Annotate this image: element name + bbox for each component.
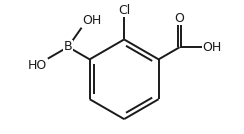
Text: Cl: Cl	[118, 4, 130, 17]
Text: HO: HO	[28, 59, 47, 72]
Text: OH: OH	[82, 14, 102, 27]
Text: B: B	[64, 40, 72, 53]
Text: OH: OH	[202, 41, 222, 54]
Text: O: O	[175, 12, 184, 25]
